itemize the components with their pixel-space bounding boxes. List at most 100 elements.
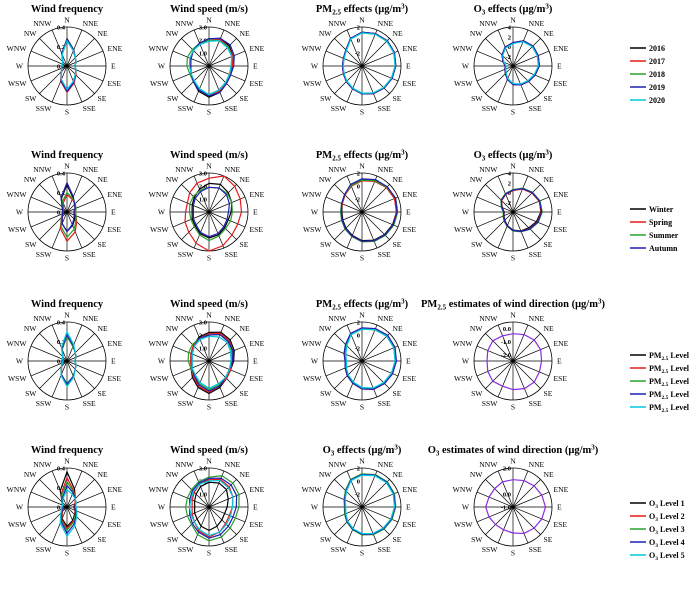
chart-title: Wind frequency [31, 299, 104, 310]
radial-gridline [485, 184, 514, 213]
direction-label: N [64, 457, 70, 466]
direction-label: E [111, 208, 116, 217]
series-line [188, 40, 233, 96]
radial-tick-label: -1.0 [501, 505, 511, 512]
radial-tick-label: -2.0 [501, 352, 511, 359]
radial-gridline [512, 360, 550, 377]
direction-label: SSW [482, 545, 498, 554]
direction-label: N [359, 16, 365, 25]
direction-label: E [253, 62, 258, 71]
legend: O3 Level 1 O3 Level 2 O3 Level 3 O3 Level 4… [630, 499, 685, 562]
radial-tick-label: 1.0 [199, 51, 207, 58]
direction-label: NNW [33, 460, 52, 469]
direction-label: SE [544, 240, 553, 249]
radial-tick-label: 0.4 [57, 25, 66, 32]
direction-label: S [207, 254, 211, 263]
series-line [344, 474, 396, 535]
radial-gridline [476, 491, 514, 508]
direction-label: NNW [175, 460, 194, 469]
legend-label: Spring [649, 218, 672, 227]
radial-gridline [361, 506, 378, 544]
chart-title: O3 effects (μg/m3) [323, 444, 402, 458]
direction-label: ESE [402, 520, 416, 529]
radial-gridline [512, 470, 529, 508]
radial-gridline [361, 65, 378, 103]
radial-gridline [476, 506, 514, 523]
direction-label: SW [320, 240, 332, 249]
series-line [187, 333, 233, 391]
radial-gridline [172, 196, 210, 213]
radial-gridline [485, 211, 514, 240]
direction-label: W [16, 357, 24, 366]
direction-label: NNW [328, 165, 347, 174]
direction-label: SSE [225, 545, 238, 554]
direction-label: SW [167, 240, 179, 249]
radial-gridline [51, 175, 68, 213]
direction-label: NNE [378, 165, 394, 174]
direction-label: WSW [150, 225, 169, 234]
direction-label: SSE [83, 250, 96, 259]
radial-tick-label: 2 [357, 466, 360, 473]
chart-title: Wind frequency [31, 150, 104, 161]
radial-gridline [51, 29, 68, 67]
direction-label: ESE [107, 79, 121, 88]
direction-label: ENE [553, 44, 568, 53]
direction-label: WSW [454, 225, 473, 234]
outer-ring [322, 26, 402, 106]
radial-gridline [512, 184, 541, 213]
direction-label: NW [166, 29, 179, 38]
radial-tick-label: 2 [357, 320, 360, 327]
radial-gridline [334, 211, 363, 240]
direction-label: NE [544, 324, 554, 333]
radial-gridline [193, 175, 210, 213]
series-line [60, 331, 77, 387]
radial-gridline [476, 211, 514, 228]
direction-label: ESE [249, 225, 263, 234]
direction-label: SSW [482, 250, 498, 259]
radial-gridline [66, 184, 95, 213]
direction-label: ESE [249, 374, 263, 383]
direction-label: S [65, 549, 69, 558]
direction-label: SE [98, 240, 107, 249]
radial-gridline [346, 506, 363, 544]
radial-gridline [181, 333, 210, 362]
radial-gridline [497, 360, 514, 398]
radial-gridline [334, 333, 363, 362]
radial-gridline [66, 65, 95, 94]
radial-tick-label: 0.0 [57, 505, 65, 512]
radial-gridline [30, 345, 68, 362]
radial-gridline [30, 50, 68, 67]
direction-label: WSW [303, 374, 322, 383]
legend: 2016 2017 2018 2019 2020 [630, 44, 665, 105]
direction-label: WSW [303, 520, 322, 529]
direction-label: W [16, 208, 24, 217]
direction-label: N [510, 16, 516, 25]
radial-gridline [208, 360, 246, 377]
direction-label: SSE [225, 104, 238, 113]
direction-label: NNE [529, 460, 545, 469]
direction-label: E [253, 208, 258, 217]
legend-label: O3 Level 2 [649, 512, 685, 523]
direction-label: SSE [378, 250, 391, 259]
legend-label: O3 Level 5 [649, 551, 685, 562]
direction-label: S [207, 549, 211, 558]
legend: Winter Spring Summer Autumn [630, 205, 679, 253]
direction-label: NE [98, 470, 108, 479]
radial-gridline [334, 38, 363, 67]
outer-ring [473, 26, 553, 106]
radial-gridline [361, 333, 390, 362]
direction-label: NE [544, 175, 554, 184]
direction-label: ESE [107, 374, 121, 383]
radial-gridline [208, 65, 246, 82]
radar-chart: PM2.5 estimates of wind direction (μg/m3… [421, 298, 605, 412]
direction-label: S [511, 403, 515, 412]
direction-label: S [511, 254, 515, 263]
direction-label: SSW [482, 104, 498, 113]
direction-label: WNW [302, 339, 323, 348]
direction-label: SW [167, 389, 179, 398]
